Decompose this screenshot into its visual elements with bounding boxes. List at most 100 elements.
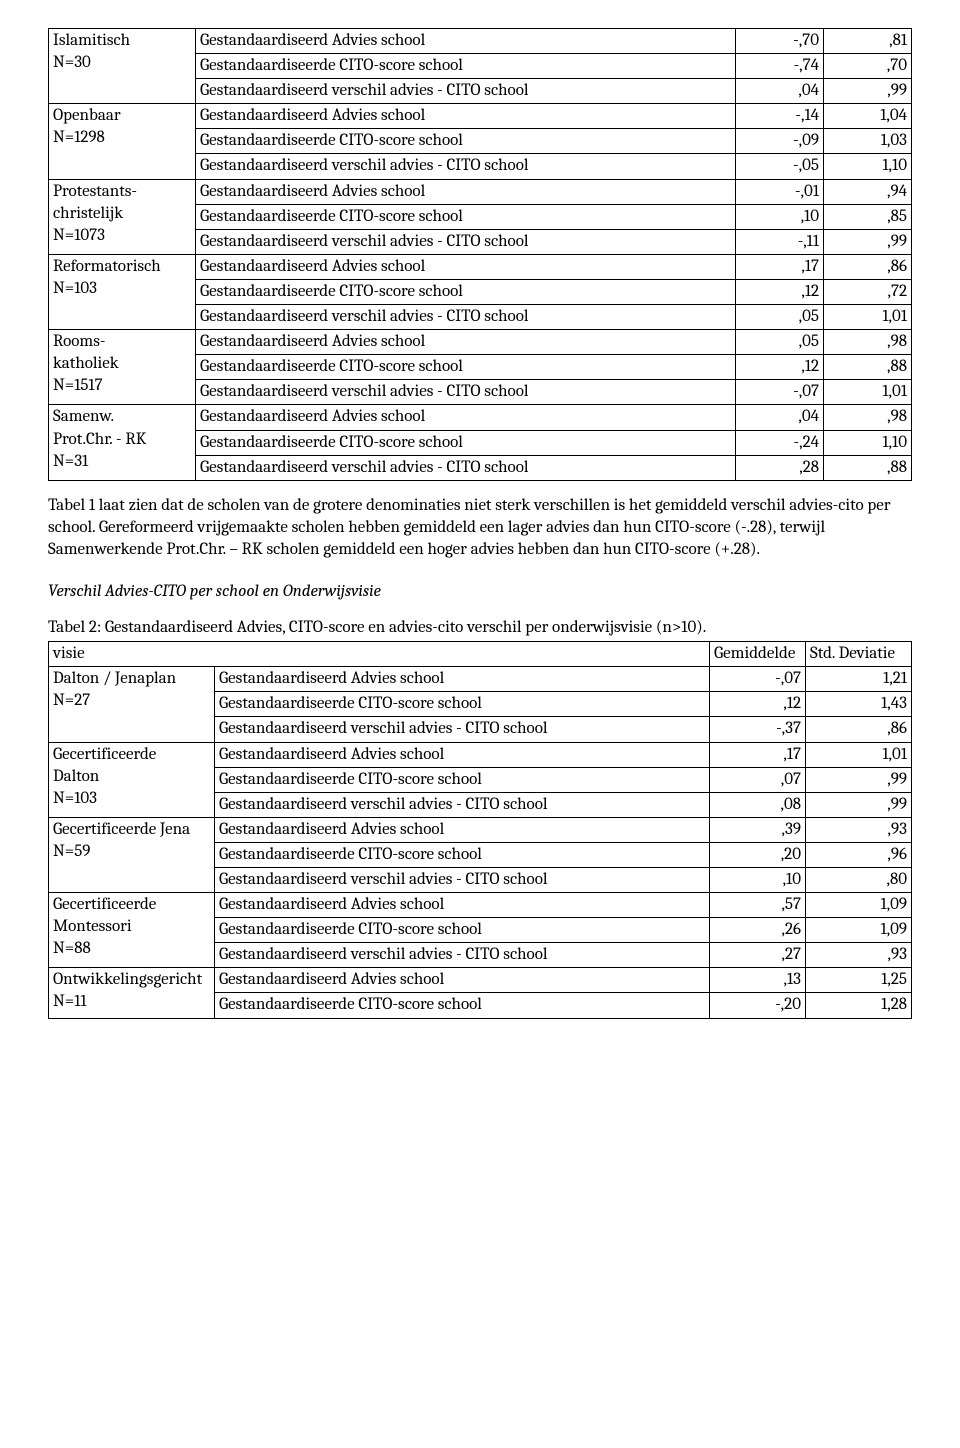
value-sd: ,93 [806, 943, 912, 968]
value-sd: ,98 [824, 330, 912, 355]
metric-label: Gestandaardiseerd verschil advies - CITO… [215, 717, 710, 742]
group-label: IslamitischN=30 [49, 29, 196, 104]
value-sd: ,99 [824, 79, 912, 104]
value-mean: -,37 [710, 717, 806, 742]
value-sd: 1,01 [806, 742, 912, 767]
value-sd: ,99 [806, 767, 912, 792]
value-mean: ,57 [710, 893, 806, 918]
metric-label: Gestandaardiseerd verschil advies - CITO… [215, 868, 710, 893]
value-sd: 1,10 [824, 154, 912, 179]
value-sd: ,81 [824, 29, 912, 54]
metric-label: Gestandaardiseerd Advies school [215, 968, 710, 993]
value-mean: -,11 [736, 229, 824, 254]
value-sd: ,98 [824, 405, 912, 430]
value-mean: ,27 [710, 943, 806, 968]
value-sd: 1,09 [806, 918, 912, 943]
metric-label: Gestandaardiseerde CITO-score school [196, 430, 736, 455]
value-sd: 1,01 [824, 305, 912, 330]
value-mean: -,20 [710, 993, 806, 1018]
value-mean: ,12 [710, 692, 806, 717]
metric-label: Gestandaardiseerde CITO-score school [196, 279, 736, 304]
metric-label: Gestandaardiseerde CITO-score school [215, 842, 710, 867]
metric-label: Gestandaardiseerd Advies school [196, 254, 736, 279]
metric-label: Gestandaardiseerd Advies school [196, 29, 736, 54]
metric-label: Gestandaardiseerd Advies school [196, 104, 736, 129]
metric-label: Gestandaardiseerd Advies school [215, 742, 710, 767]
value-mean: ,17 [736, 254, 824, 279]
value-sd: ,96 [806, 842, 912, 867]
metric-label: Gestandaardiseerd verschil advies - CITO… [196, 455, 736, 480]
metric-label: Gestandaardiseerd verschil advies - CITO… [196, 380, 736, 405]
metric-label: Gestandaardiseerd Advies school [196, 330, 736, 355]
group-label: Protestants-christelijkN=1073 [49, 179, 196, 254]
value-mean: -,09 [736, 129, 824, 154]
metric-label: Gestandaardiseerde CITO-score school [215, 993, 710, 1018]
section-title: Verschil Advies-CITO per school en Onder… [48, 581, 912, 603]
value-mean: ,07 [710, 767, 806, 792]
paragraph-1: Tabel 1 laat zien dat de scholen van de … [48, 495, 912, 561]
metric-label: Gestandaardiseerd verschil advies - CITO… [196, 229, 736, 254]
col-header-sd: Std. Deviatie [806, 642, 912, 667]
value-sd: ,85 [824, 204, 912, 229]
value-mean: ,39 [710, 817, 806, 842]
value-mean: -,14 [736, 104, 824, 129]
metric-label: Gestandaardiseerd Advies school [196, 405, 736, 430]
metric-label: Gestandaardiseerd verschil advies - CITO… [196, 305, 736, 330]
metric-label: Gestandaardiseerde CITO-score school [196, 355, 736, 380]
value-mean: -,24 [736, 430, 824, 455]
group-label: Gecertificeerde JenaN=59 [49, 817, 215, 892]
value-mean: ,12 [736, 279, 824, 304]
metric-label: Gestandaardiseerd Advies school [215, 893, 710, 918]
value-mean: ,26 [710, 918, 806, 943]
metric-label: Gestandaardiseerd Advies school [215, 817, 710, 842]
value-sd: ,88 [824, 455, 912, 480]
value-mean: -,07 [736, 380, 824, 405]
group-label: Dalton / JenaplanN=27 [49, 667, 215, 742]
value-sd: ,99 [806, 792, 912, 817]
group-label: Rooms-katholiekN=1517 [49, 330, 196, 405]
value-mean: -,74 [736, 54, 824, 79]
group-label: OpenbaarN=1298 [49, 104, 196, 179]
value-mean: ,04 [736, 405, 824, 430]
value-sd: ,86 [824, 254, 912, 279]
metric-label: Gestandaardiseerde CITO-score school [196, 54, 736, 79]
metric-label: Gestandaardiseerde CITO-score school [215, 692, 710, 717]
value-mean: ,10 [710, 868, 806, 893]
value-sd: ,72 [824, 279, 912, 304]
value-sd: ,99 [824, 229, 912, 254]
col-header-mean: Gemiddelde [710, 642, 806, 667]
value-mean: ,17 [710, 742, 806, 767]
value-mean: -,01 [736, 179, 824, 204]
metric-label: Gestandaardiseerd Advies school [215, 667, 710, 692]
value-mean: -,70 [736, 29, 824, 54]
value-sd: 1,43 [806, 692, 912, 717]
value-mean: ,04 [736, 79, 824, 104]
value-sd: 1,04 [824, 104, 912, 129]
value-sd: 1,10 [824, 430, 912, 455]
metric-label: Gestandaardiseerde CITO-score school [215, 918, 710, 943]
metric-label: Gestandaardiseerd verschil advies - CITO… [215, 792, 710, 817]
value-mean: -,05 [736, 154, 824, 179]
value-sd: ,70 [824, 54, 912, 79]
value-mean: ,20 [710, 842, 806, 867]
value-sd: ,93 [806, 817, 912, 842]
metric-label: Gestandaardiseerd verschil advies - CITO… [215, 943, 710, 968]
table-1: IslamitischN=30Gestandaardiseerd Advies … [48, 28, 912, 481]
value-mean: ,05 [736, 305, 824, 330]
value-sd: 1,09 [806, 893, 912, 918]
group-label: ReformatorischN=103 [49, 254, 196, 329]
table-2-caption: Tabel 2: Gestandaardiseerd Advies, CITO-… [48, 617, 912, 639]
table-2: visieGemiddeldeStd. Deviatie Dalton / Jen… [48, 641, 912, 1018]
group-label: OntwikkelingsgerichtN=11 [49, 968, 215, 1018]
value-sd: 1,03 [824, 129, 912, 154]
metric-label: Gestandaardiseerd Advies school [196, 179, 736, 204]
group-label: GecertificeerdeMontessoriN=88 [49, 893, 215, 968]
value-mean: ,05 [736, 330, 824, 355]
metric-label: Gestandaardiseerd verschil advies - CITO… [196, 79, 736, 104]
value-sd: 1,21 [806, 667, 912, 692]
metric-label: Gestandaardiseerde CITO-score school [215, 767, 710, 792]
value-sd: 1,28 [806, 993, 912, 1018]
value-mean: ,08 [710, 792, 806, 817]
value-sd: ,94 [824, 179, 912, 204]
col-header-visie: visie [49, 642, 710, 667]
